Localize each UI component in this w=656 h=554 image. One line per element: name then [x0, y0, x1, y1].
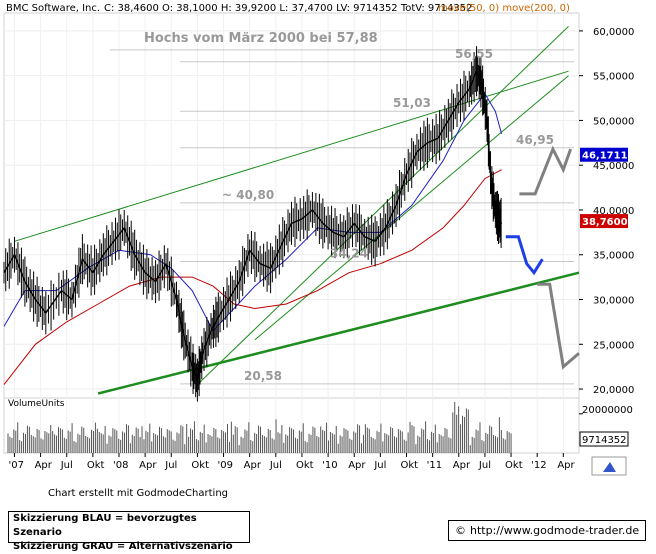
level-label: 56,55	[455, 47, 493, 61]
legend-gray-text: Skizzierung GRAU = Alternativszenario	[13, 541, 233, 552]
chart-credit: Chart erstellt mit GodmodeCharting	[48, 488, 228, 499]
chart-title: Hochs vom März 2000 bei 57,88	[144, 31, 378, 46]
x-tick-label: '10	[322, 460, 337, 471]
level-label: 34,24	[330, 247, 368, 261]
chart-nav-icon[interactable]	[591, 456, 627, 476]
level-label: ~ 40,80	[222, 188, 274, 202]
price-label-text: 38,7600	[582, 217, 628, 228]
y-tick-label: 40,0000	[593, 206, 634, 217]
scenario-gray-up-path	[519, 145, 573, 196]
y-tick-label: 20,0000	[593, 385, 634, 396]
trend-line	[254, 75, 569, 341]
x-tick-label: Okt	[296, 460, 314, 471]
source-url[interactable]: http://www.godmode-trader.de	[470, 524, 640, 537]
legend-blue-text: Skizzierung BLAU = bevorzugtes Szenario	[13, 513, 197, 538]
price-label-box	[580, 214, 628, 229]
x-tick-label: Apr	[348, 460, 366, 471]
stock-chart: 20,0000 25,0000 30,0000 35,0000 40,0000 45,00…	[3, 3, 634, 476]
x-tick-label: '07	[8, 460, 23, 471]
x-tick-label: '11	[427, 460, 442, 471]
y-tick-label: 55,0000	[593, 72, 634, 83]
x-tick-label: Okt	[87, 460, 105, 471]
y-tick-label: 60,0000	[593, 27, 634, 38]
x-tick-label: Jul	[60, 460, 73, 471]
chart-header-title: BMC Software, Inc.	[6, 3, 100, 14]
y-tick-label: 30,0000	[593, 296, 634, 307]
y-tick-label: 25,0000	[593, 340, 634, 351]
level-label: 46,95	[516, 133, 554, 147]
x-tick-label: Apr	[244, 460, 262, 471]
trend-line	[97, 271, 580, 395]
level-label: 20,58	[244, 369, 282, 383]
chart-header-ohlc: C: 38,4600 O: 38,1000 H: 39,9200 L: 37,4…	[104, 3, 472, 14]
y-tick-label: 35,0000	[593, 251, 634, 262]
x-tick-label: Okt	[505, 460, 523, 471]
price-label-text: 46,1711	[582, 151, 628, 162]
scenario-legend: Skizzierung BLAU = bevorzugtes Szenario …	[8, 511, 250, 552]
x-tick-label: Apr	[453, 460, 471, 471]
x-tick-label: Jul	[164, 460, 177, 471]
label-layer: 56,55 51,03 46,95 ~ 40,80 34,24 20,58 46,1711 3…	[222, 47, 628, 383]
series-layer	[3, 26, 580, 453]
level-label: 51,03	[393, 96, 431, 110]
x-tick-label: Okt	[191, 460, 209, 471]
y-tick-label: 45,0000	[593, 161, 634, 172]
x-tick-label: Apr	[139, 460, 157, 471]
trend-line	[197, 26, 569, 385]
y-tick-label: 50,0000	[593, 116, 634, 127]
x-tick-label: Apr	[557, 460, 575, 471]
ma-legend: move(50, 0) move(200, 0)	[438, 3, 570, 14]
scenario-gray-down-path	[537, 282, 580, 370]
trend-line	[14, 70, 569, 242]
ma200-line	[3, 169, 502, 385]
copyright-icon: ©	[455, 524, 466, 537]
volume-last-box	[579, 431, 629, 447]
volume-tick-label: 20000000	[582, 405, 633, 416]
volume-last-value: 9714352	[582, 435, 627, 446]
x-tick-label: '08	[113, 460, 128, 471]
volume-label: VolumeUnits	[8, 399, 65, 409]
x-tick-label: Apr	[35, 460, 53, 471]
price-label-box	[580, 147, 628, 162]
x-tick-label: Jul	[373, 460, 386, 471]
scenario-blue-path	[505, 235, 544, 276]
source-url-box[interactable]: © http://www.godmode-trader.de	[448, 520, 646, 541]
x-tick-label: Jul	[478, 460, 491, 471]
x-tick-label: Okt	[401, 460, 419, 471]
x-tick-label: Jul	[269, 460, 282, 471]
x-tick-label: '12	[531, 460, 546, 471]
x-tick-label: '09	[218, 460, 233, 471]
